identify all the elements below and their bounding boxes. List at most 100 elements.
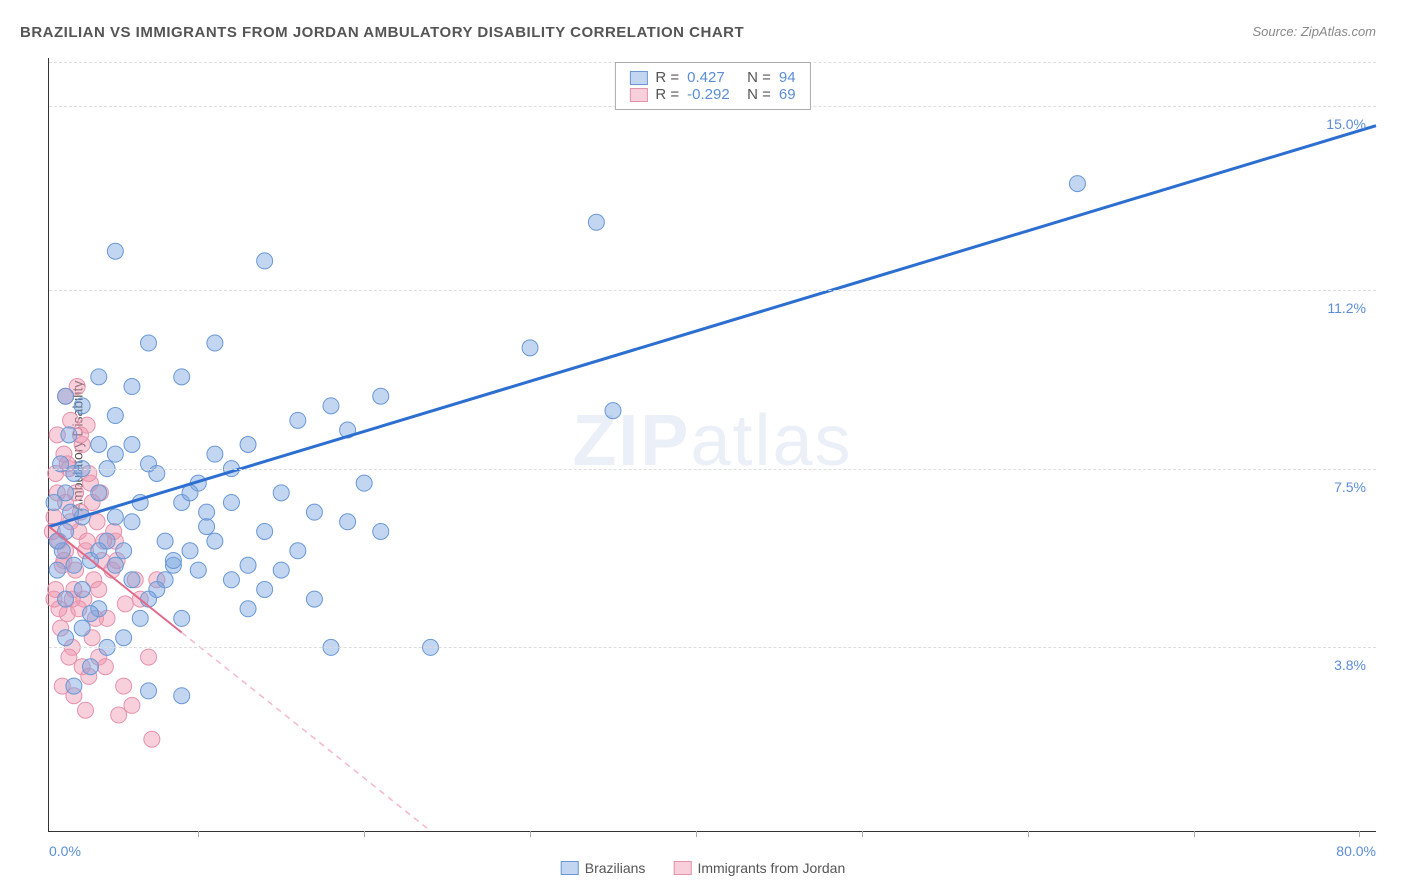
data-point — [91, 369, 107, 385]
source-attribution: Source: ZipAtlas.com — [1252, 24, 1376, 39]
data-point — [97, 659, 113, 675]
data-point — [107, 509, 123, 525]
data-point — [174, 688, 190, 704]
series-legend: Brazilians Immigrants from Jordan — [561, 860, 846, 876]
data-point — [124, 437, 140, 453]
data-point — [273, 562, 289, 578]
x-tick-mark — [1194, 831, 1195, 837]
data-point — [190, 562, 206, 578]
data-point — [82, 659, 98, 675]
gridline — [49, 647, 1376, 648]
x-tick-mark — [364, 831, 365, 837]
y-tick-label: 11.2% — [1327, 300, 1366, 316]
swatch-icon — [561, 861, 579, 875]
data-point — [58, 630, 74, 646]
data-point — [124, 514, 140, 530]
data-point — [323, 398, 339, 414]
data-point — [61, 649, 77, 665]
data-point — [124, 379, 140, 395]
chart-plot-area: ZIPatlas R = 0.427 N = 94 R = -0.292 N =… — [48, 58, 1376, 832]
data-point — [174, 610, 190, 626]
data-point — [46, 494, 62, 510]
chart-title: BRAZILIAN VS IMMIGRANTS FROM JORDAN AMBU… — [20, 24, 744, 41]
data-point — [61, 427, 77, 443]
data-point — [306, 504, 322, 520]
data-point — [340, 514, 356, 530]
gridline — [49, 290, 1376, 291]
data-point — [107, 557, 123, 573]
data-point — [58, 388, 74, 404]
legend-row-jordan: R = -0.292 N = 69 — [629, 86, 795, 103]
data-point — [199, 504, 215, 520]
data-point — [107, 243, 123, 259]
data-point — [373, 523, 389, 539]
data-point — [141, 649, 157, 665]
data-point — [223, 494, 239, 510]
data-point — [273, 485, 289, 501]
correlation-legend: R = 0.427 N = 94 R = -0.292 N = 69 — [614, 62, 810, 110]
data-point — [257, 581, 273, 597]
data-point — [82, 606, 98, 622]
data-point — [257, 523, 273, 539]
x-axis-max-label: 80.0% — [1336, 843, 1376, 859]
data-point — [116, 543, 132, 559]
trend-line — [49, 126, 1376, 527]
data-point — [107, 446, 123, 462]
y-tick-label: 7.5% — [1334, 479, 1366, 495]
data-point — [144, 731, 160, 747]
data-point — [141, 335, 157, 351]
data-point — [49, 533, 65, 549]
gridline — [49, 469, 1376, 470]
data-point — [290, 543, 306, 559]
data-point — [74, 620, 90, 636]
data-point — [605, 403, 621, 419]
data-point — [74, 398, 90, 414]
data-point — [588, 214, 604, 230]
data-point — [290, 412, 306, 428]
x-tick-mark — [530, 831, 531, 837]
data-point — [116, 630, 132, 646]
data-point — [182, 543, 198, 559]
data-point — [199, 519, 215, 535]
data-point — [77, 702, 93, 718]
data-point — [165, 552, 181, 568]
data-point — [58, 591, 74, 607]
data-point — [74, 581, 90, 597]
swatch-icon — [673, 861, 691, 875]
data-point — [124, 572, 140, 588]
data-point — [306, 591, 322, 607]
data-point — [240, 557, 256, 573]
data-point — [124, 697, 140, 713]
data-point — [240, 601, 256, 617]
x-tick-mark — [862, 831, 863, 837]
x-tick-mark — [1028, 831, 1029, 837]
data-point — [223, 572, 239, 588]
trend-line-dashed — [182, 632, 431, 831]
data-point — [157, 533, 173, 549]
data-point — [91, 581, 107, 597]
data-point — [89, 514, 105, 530]
scatter-plot-svg — [49, 58, 1376, 831]
data-point — [356, 475, 372, 491]
data-point — [174, 369, 190, 385]
data-point — [207, 446, 223, 462]
swatch-icon — [629, 88, 647, 102]
data-point — [116, 678, 132, 694]
data-point — [141, 683, 157, 699]
data-point — [91, 437, 107, 453]
data-point — [66, 678, 82, 694]
data-point — [373, 388, 389, 404]
data-point — [91, 485, 107, 501]
legend-item-jordan: Immigrants from Jordan — [673, 860, 845, 876]
x-tick-mark — [198, 831, 199, 837]
data-point — [240, 437, 256, 453]
y-tick-label: 3.8% — [1334, 657, 1366, 673]
legend-row-brazilians: R = 0.427 N = 94 — [629, 69, 795, 86]
data-point — [117, 596, 133, 612]
data-point — [207, 335, 223, 351]
data-point — [207, 533, 223, 549]
data-point — [66, 557, 82, 573]
y-tick-label: 15.0% — [1326, 116, 1366, 132]
data-point — [141, 591, 157, 607]
data-point — [91, 543, 107, 559]
